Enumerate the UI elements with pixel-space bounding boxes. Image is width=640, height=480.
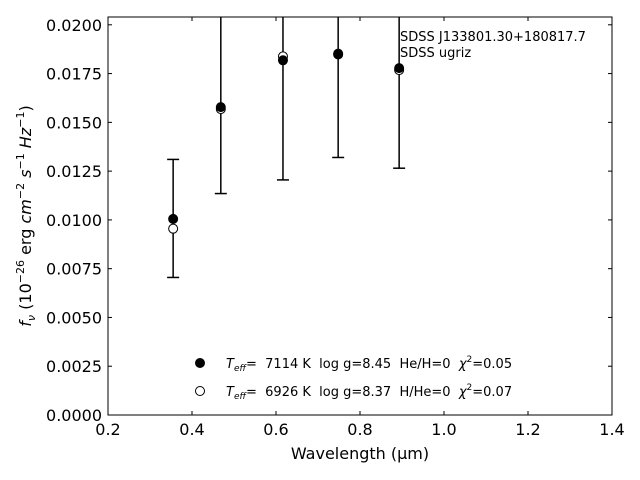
annotation-filters: SDSS ugriz	[400, 46, 471, 61]
legend-entry-he-h: Teff= 7114 K log g=8.45 He/H=0 χ2=0.05	[226, 355, 512, 374]
y-tick-label: 0.0000	[46, 406, 102, 425]
y-tick-label: 0.0100	[46, 211, 102, 230]
y-tick-label: 0.0150	[46, 113, 102, 132]
point-he-h-model	[277, 55, 288, 66]
legend: Teff= 7114 K log g=8.45 He/H=0 χ2=0.05 T…	[195, 355, 512, 402]
x-tick-label: 1.4	[599, 420, 624, 439]
point-h-he-model	[168, 223, 179, 234]
x-tick-label: 0.6	[263, 420, 288, 439]
x-tick-label: 1.0	[431, 420, 456, 439]
legend-marker-filled	[195, 358, 205, 368]
ticks: 0.2 0.4 0.6 0.8 1.0 1.2 1.4 0.0000 0.0025 0.0050 0…	[46, 16, 625, 439]
point-he-h-model	[333, 49, 344, 60]
x-tick-label: 1.2	[515, 420, 540, 439]
y-axis-label: fν (10−26 erg cm−2 s−1 Hz−1)	[14, 105, 38, 326]
x-tick-label: 0.2	[95, 420, 120, 439]
legend-marker-open	[195, 386, 205, 396]
y-tick-label: 0.0125	[46, 162, 102, 181]
point-he-h-model	[394, 63, 405, 74]
x-axis-label: Wavelength (μm)	[291, 444, 429, 463]
y-tick-label: 0.0075	[46, 260, 102, 279]
legend-entry-h-he: Teff= 6926 K log g=8.37 H/He=0 χ2=0.07	[226, 383, 512, 402]
y-tick-label: 0.0025	[46, 357, 102, 376]
y-tick-label: 0.0200	[46, 16, 102, 35]
x-tick-label: 0.8	[347, 420, 372, 439]
point-he-h-model	[215, 102, 226, 113]
data-points	[168, 48, 405, 234]
x-tick-label: 0.4	[179, 420, 204, 439]
plot-frame	[107, 16, 613, 416]
annotation-object: SDSS J133801.30+180817.7	[400, 30, 586, 45]
y-tick-label: 0.0050	[46, 308, 102, 327]
point-he-h-model	[168, 213, 179, 224]
y-tick-label: 0.0175	[46, 65, 102, 84]
